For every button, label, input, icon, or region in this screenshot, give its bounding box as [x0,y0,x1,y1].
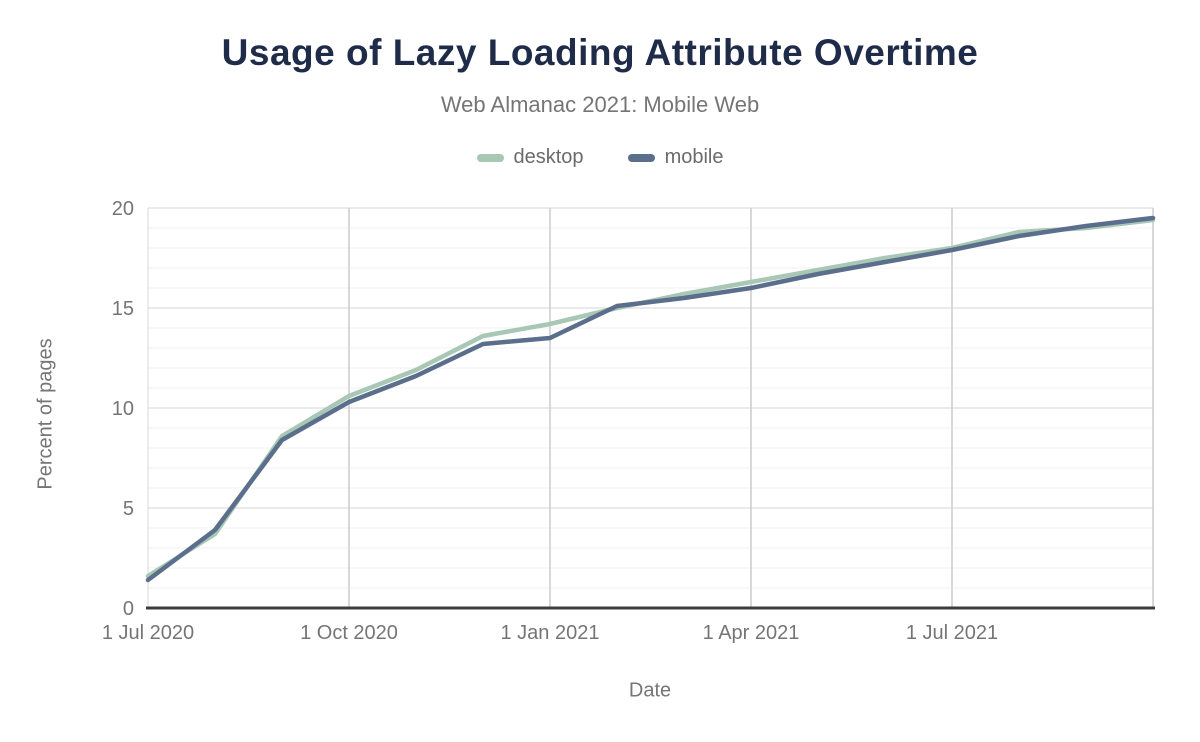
chart-title: Usage of Lazy Loading Attribute Overtime [221,32,979,73]
legend-label-desktop: desktop [513,146,584,168]
y-tick-label: 5 [123,498,134,520]
y-tick-label: 10 [112,398,134,420]
y-axis-title: Percent of pages [34,338,57,490]
y-tick-label: 0 [123,598,134,620]
x-tick-label: 1 Jul 2021 [906,622,998,644]
mobile-swatch-icon [627,153,655,162]
series-line-mobile [145,215,1156,583]
legend-item-desktop: desktop [476,146,584,169]
x-axis-title: Date [628,679,672,702]
legend-item-mobile: mobile [627,146,724,169]
x-tick-label: 1 Jul 2020 [102,622,194,644]
x-tick-label: 1 Oct 2020 [300,622,398,644]
y-tick-label: 15 [112,298,134,320]
y-tick-label: 20 [112,198,134,220]
x-tick-label: 1 Apr 2021 [703,622,800,644]
legend-label-mobile: mobile [664,146,724,168]
chart-subtitle: Web Almanac 2021: Mobile Web [440,92,760,117]
series-line-desktop [145,217,1156,579]
desktop-swatch-icon [476,153,504,162]
x-tick-label: 1 Jan 2021 [501,622,600,644]
legend: desktop mobile [0,146,1200,169]
